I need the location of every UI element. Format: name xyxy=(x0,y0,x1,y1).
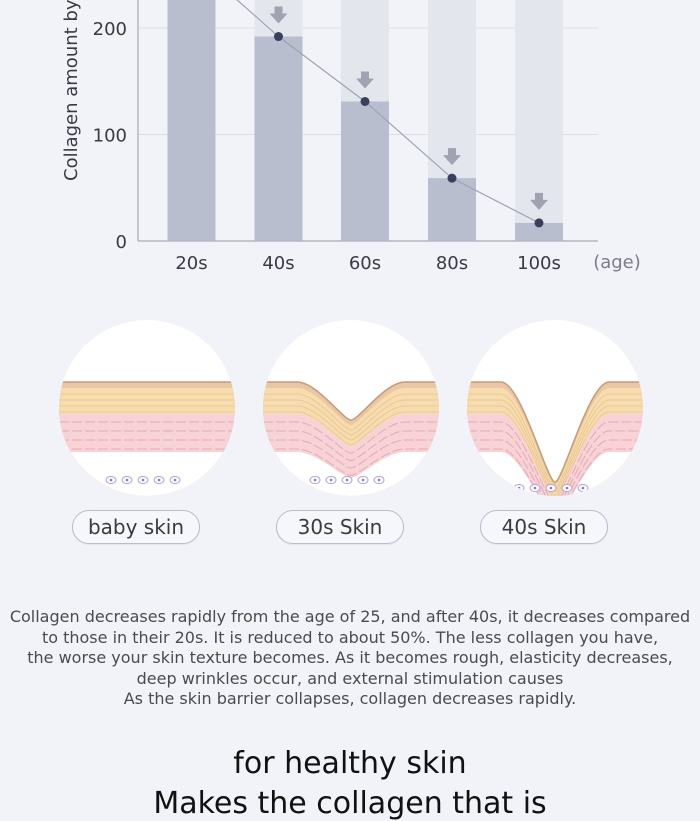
tagline-line-2: Makes the collagen that is xyxy=(153,786,547,821)
description-line: Collagen decreases rapidly from the age … xyxy=(9,607,691,626)
tagline-line-1: for healthy skin xyxy=(233,746,467,781)
description-line: to those in their 20s. It is reduced to … xyxy=(41,627,659,647)
y-tick-label: 200 xyxy=(93,19,127,40)
collagen-description: Collagen decreases rapidly from the age … xyxy=(0,607,700,710)
decrease-arrow-icon xyxy=(443,148,461,166)
data-point xyxy=(360,96,370,106)
description-line: As the skin barrier collapses, collagen … xyxy=(123,689,577,708)
decrease-arrow-icon xyxy=(530,192,548,210)
skin-item-30s: 30s Skin xyxy=(263,320,439,544)
data-point xyxy=(447,173,457,183)
x-tick-label: 60s xyxy=(349,253,381,274)
data-point xyxy=(534,218,544,228)
30s-skin-label: 30s Skin xyxy=(276,510,404,544)
y-tick-label: 0 xyxy=(116,232,127,253)
y-tick-label: 100 xyxy=(93,126,127,147)
data-point xyxy=(274,32,283,42)
decrease-arrow-icon xyxy=(356,71,374,89)
bar xyxy=(341,101,389,241)
y-axis-label: Collagen amount by xyxy=(61,0,82,181)
baby-skin-illustration xyxy=(59,320,235,496)
baby-skin-label: baby skin xyxy=(72,510,200,544)
x-tick-label: 20s xyxy=(175,253,207,274)
x-tick-label: 80s xyxy=(436,253,468,274)
bar xyxy=(428,178,476,241)
40s-skin-illustration xyxy=(467,320,643,496)
skin-layers-graphic xyxy=(467,381,643,496)
skin-layers-graphic xyxy=(263,381,439,496)
x-tick-label: 40s xyxy=(262,253,294,274)
collagen-bar-chart: 0 100 200 20s 40s 60s 80s 100s (age) Collagen amo… xyxy=(61,0,641,274)
decrease-arrow-icon xyxy=(269,6,288,24)
skin-item-baby: baby skin xyxy=(59,320,235,544)
bar xyxy=(254,36,303,241)
bar xyxy=(515,222,563,241)
bar xyxy=(167,0,216,241)
40s-skin-label: 40s Skin xyxy=(480,510,608,544)
x-unit-label: (age) xyxy=(593,252,641,273)
description-line: deep wrinkles occur, and external stimul… xyxy=(136,668,564,688)
skin-item-40s: 40s Skin xyxy=(467,320,643,544)
description-line: the worse your skin texture becomes. As … xyxy=(27,648,673,667)
skin-layers-graphic xyxy=(59,381,235,496)
x-tick-label: 100s xyxy=(517,253,561,274)
30s-skin-illustration xyxy=(263,320,439,496)
skin-comparison: baby skin 30s Skin 40s Skin xyxy=(0,320,700,560)
